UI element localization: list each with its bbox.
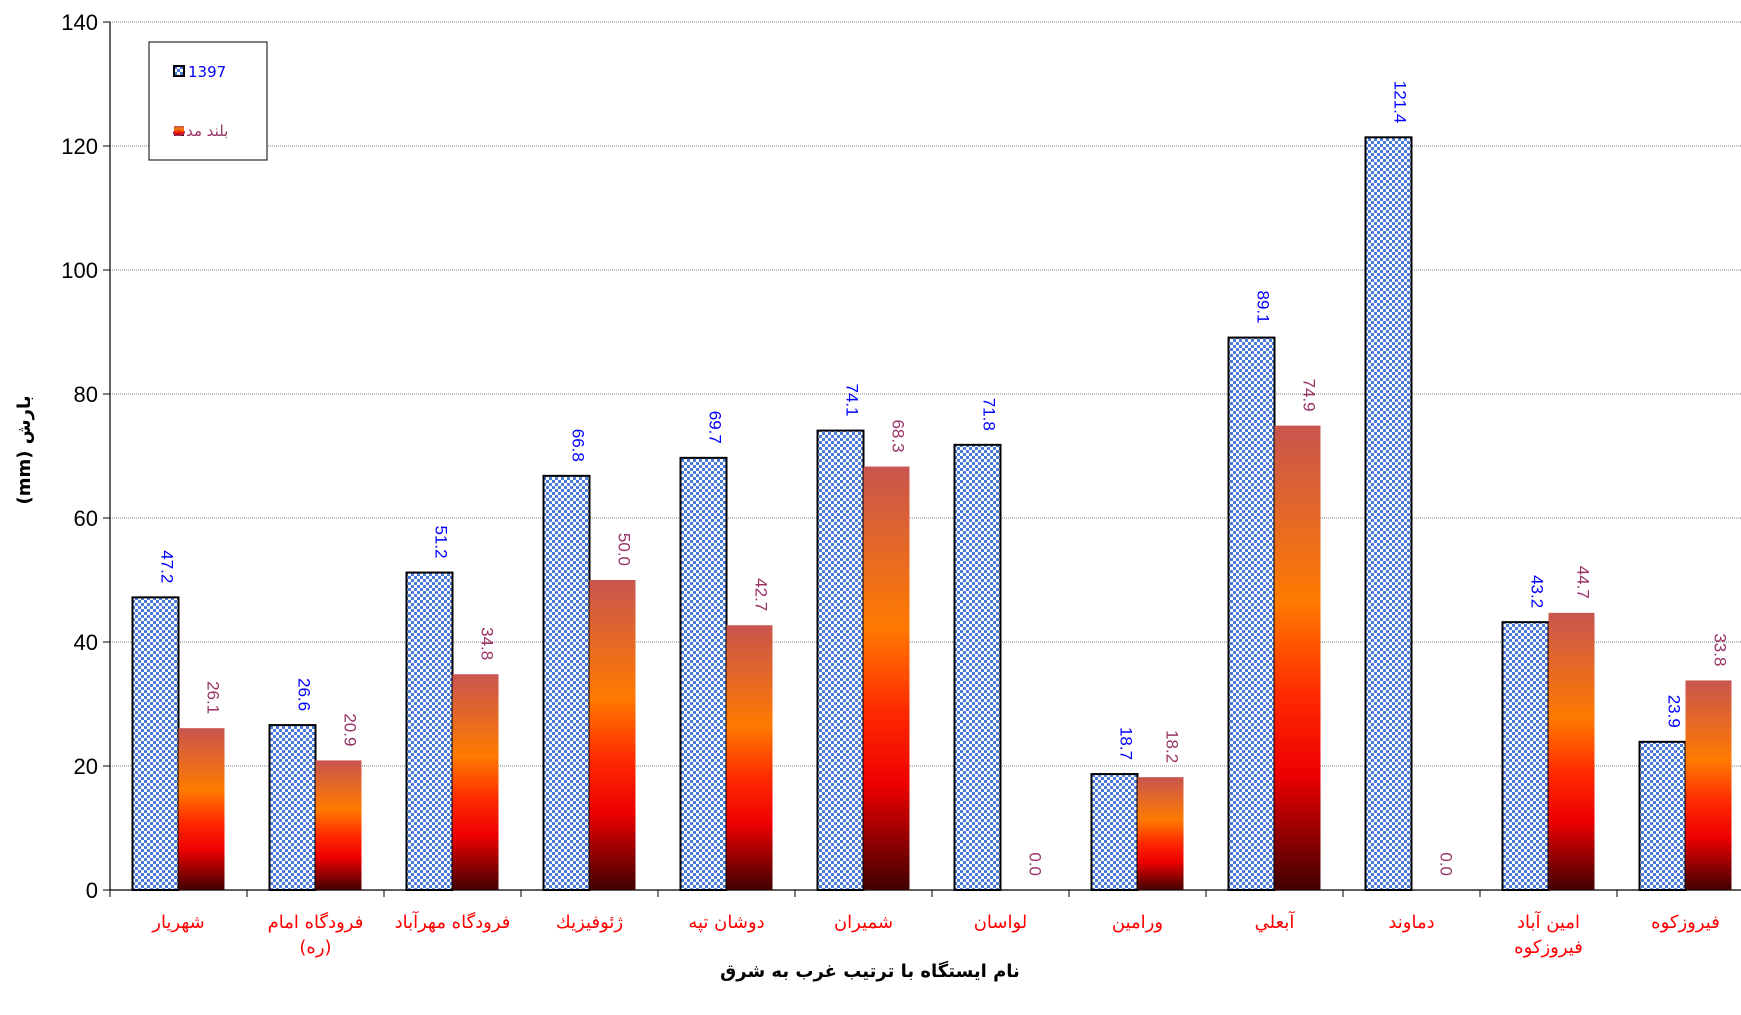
y-axis-title: بارش (mm) <box>14 396 35 505</box>
category-label: آبعلي <box>1255 910 1296 933</box>
bar-1397 <box>816 429 865 891</box>
data-label-1397: 26.6 <box>295 678 314 711</box>
bar-1397 <box>1364 136 1413 891</box>
category-label: شهريار <box>151 912 205 933</box>
data-label-longterm: 42.7 <box>752 578 771 611</box>
data-label-1397: 71.8 <box>980 398 999 431</box>
bar-longterm <box>1685 680 1732 890</box>
bar-1397 <box>405 571 454 891</box>
legend-label-longterm: بلند مدت <box>172 122 228 140</box>
bar-1397 <box>953 443 1002 891</box>
data-label-1397: 89.1 <box>1254 290 1273 323</box>
y-tick-label: 60 <box>74 506 98 531</box>
data-label-longterm: 18.2 <box>1163 730 1182 763</box>
bar-1397 <box>542 474 591 891</box>
y-tick-label: 0 <box>86 878 98 903</box>
bar-1397 <box>1501 621 1550 891</box>
y-tick-label: 20 <box>74 754 98 779</box>
category-label: دوشان تپه <box>688 912 764 933</box>
category-label: (ره) <box>299 937 331 958</box>
legend-swatch-1397 <box>173 65 185 77</box>
axes: 0 20 40 60 80 100 120 140 <box>61 10 1741 903</box>
data-label-longterm: 0.0 <box>1026 852 1045 876</box>
y-tick-label: 100 <box>61 258 98 283</box>
data-label-1397: 66.8 <box>569 429 588 462</box>
legend-swatch-longterm <box>174 126 184 136</box>
data-label-1397: 18.7 <box>1117 727 1136 760</box>
data-label-longterm: 20.9 <box>341 713 360 746</box>
bar-1397 <box>131 596 180 891</box>
bar-longterm <box>863 466 910 890</box>
data-label-longterm: 34.8 <box>478 627 497 660</box>
y-tick-label: 40 <box>74 630 98 655</box>
data-label-longterm: 33.8 <box>1711 633 1730 666</box>
data-label-longterm: 68.3 <box>889 419 908 452</box>
data-label-1397: 69.7 <box>706 411 725 444</box>
bar-longterm <box>1548 612 1595 890</box>
category-labels: شهريار فرودگاه امام (ره) فرودگاه مهرآباد ژئو… <box>151 910 1720 958</box>
category-label: امين آباد <box>1517 910 1580 933</box>
bar-1397 <box>1227 336 1276 891</box>
data-label-1397: 51.2 <box>432 525 451 558</box>
bar-longterm <box>178 728 225 890</box>
bar-longterm <box>589 580 636 890</box>
bar-longterm <box>1274 425 1321 890</box>
bars <box>131 136 1732 892</box>
data-label-longterm: 74.9 <box>1300 379 1319 412</box>
category-label: ژئوفيزيك <box>556 912 623 933</box>
bar-1397 <box>268 724 317 892</box>
category-label: شميران <box>834 912 893 933</box>
data-label-1397: 43.2 <box>1528 575 1547 608</box>
data-labels: 47.2 26.1 26.6 20.9 51.2 34.8 66.8 50.0 69.7 42.7… <box>158 81 1730 876</box>
data-label-longterm: 44.7 <box>1574 566 1593 599</box>
legend: 1397 بلند مدت <box>148 41 268 161</box>
bar-longterm <box>726 625 773 890</box>
category-label: فرودگاه مهرآباد <box>395 910 511 933</box>
category-label: فرودگاه امام <box>268 911 364 933</box>
bar-longterm <box>315 760 362 890</box>
legend-label-1397: 1397 <box>188 63 226 81</box>
y-tick-label: 80 <box>74 382 98 407</box>
bar-1397 <box>1090 773 1139 891</box>
legend-box <box>148 41 268 161</box>
data-label-1397: 74.1 <box>843 383 862 416</box>
data-label-longterm: 26.1 <box>204 681 223 714</box>
bar-1397 <box>1638 740 1687 891</box>
gridlines <box>110 21 1741 767</box>
x-axis-title: نام ایستگاه با ترتیب غرب به شرق <box>720 960 1020 982</box>
data-label-longterm: 0.0 <box>1437 852 1456 876</box>
category-label: فيروزكوه <box>1514 937 1583 958</box>
y-tick-label: 120 <box>61 134 98 159</box>
data-label-1397: 121.4 <box>1391 81 1410 124</box>
data-label-1397: 23.9 <box>1665 695 1684 728</box>
category-label: فيروزكوه <box>1651 912 1720 933</box>
y-tick-label: 140 <box>61 10 98 35</box>
bar-1397 <box>679 456 728 891</box>
bar-longterm <box>1137 777 1184 890</box>
bar-longterm <box>452 674 499 890</box>
data-label-longterm: 50.0 <box>615 533 634 566</box>
category-label: ورامين <box>1112 912 1163 933</box>
category-label: دماوند <box>1388 912 1434 933</box>
data-label-1397: 47.2 <box>158 550 177 583</box>
category-label: لواسان <box>974 912 1028 933</box>
